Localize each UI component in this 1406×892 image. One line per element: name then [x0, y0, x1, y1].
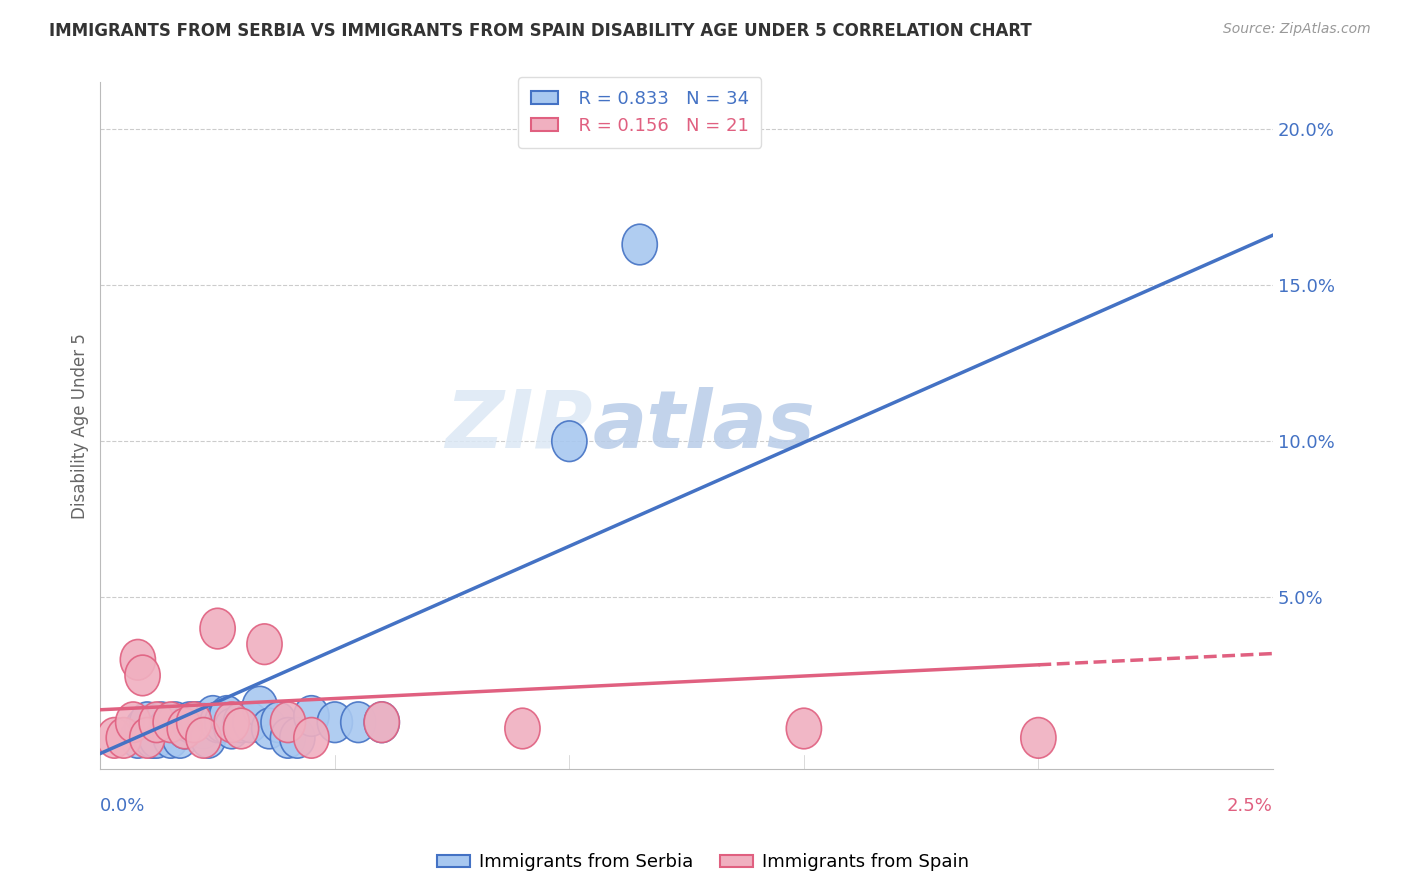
Legend: Immigrants from Serbia, Immigrants from Spain: Immigrants from Serbia, Immigrants from … [430, 847, 976, 879]
Text: 2.5%: 2.5% [1227, 797, 1272, 814]
Y-axis label: Disability Age Under 5: Disability Age Under 5 [72, 333, 89, 518]
Text: Source: ZipAtlas.com: Source: ZipAtlas.com [1223, 22, 1371, 37]
Text: ZIP: ZIP [446, 386, 593, 465]
Text: atlas: atlas [593, 386, 815, 465]
Text: IMMIGRANTS FROM SERBIA VS IMMIGRANTS FROM SPAIN DISABILITY AGE UNDER 5 CORRELATI: IMMIGRANTS FROM SERBIA VS IMMIGRANTS FRO… [49, 22, 1032, 40]
Legend:   R = 0.833   N = 34,   R = 0.156   N = 21: R = 0.833 N = 34, R = 0.156 N = 21 [517, 78, 762, 148]
Text: 0.0%: 0.0% [100, 797, 146, 814]
